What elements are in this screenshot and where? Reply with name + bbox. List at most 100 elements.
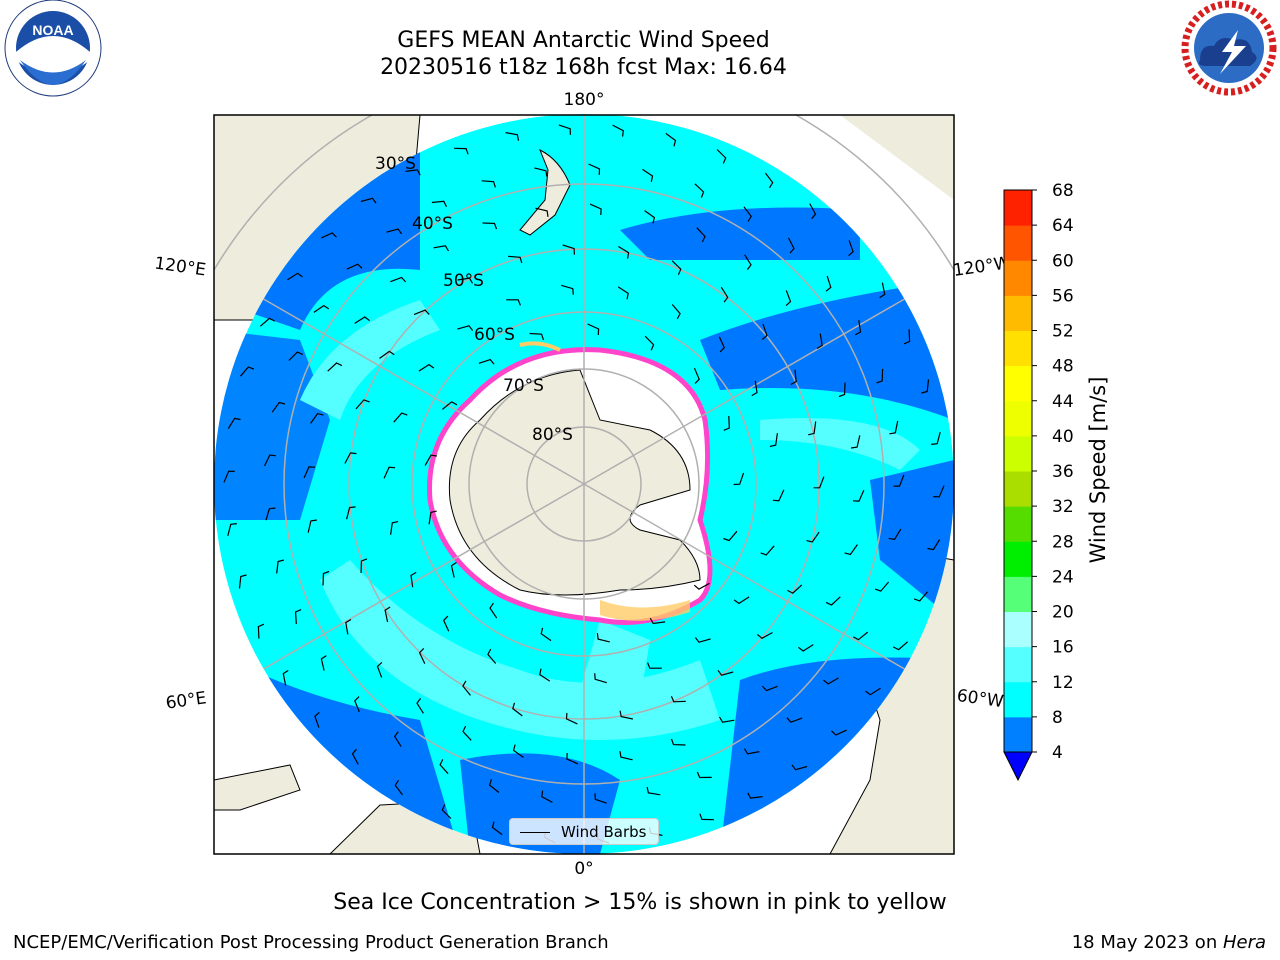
colorbar-tick-label: 24 [1052,567,1074,587]
wind-barb [439,759,449,775]
wind-barb [594,673,607,684]
wind-barb [743,748,760,755]
lat-label-70s: 70°S [503,376,544,396]
colorbar: 68 64 60 56 52 48 44 40 36 32 28 24 20 16 12 8 4 [1003,181,1074,782]
wind-barb [696,227,706,243]
wind-barb [765,172,774,189]
wind-barb [481,180,496,188]
wind-barb [379,350,395,359]
wind-barb [508,255,523,264]
colorbar-tick-label: 12 [1052,673,1074,693]
colorbar-segment [1004,330,1032,367]
noaa-logo: NOAA [4,0,102,97]
wind-barb [848,240,854,257]
wind-barb [743,206,752,222]
wind-barb [876,368,884,384]
wind-barb [617,286,629,300]
colorbar-tick-label: 16 [1052,638,1074,658]
lat-label-30s: 30°S [375,154,416,174]
wind-barb [618,245,630,259]
lon-label-120e: 120°E [153,254,207,281]
wind-barb [642,168,654,183]
wind-barb [282,669,289,686]
wind-barb [699,813,714,821]
wind-barb [694,637,711,643]
wind-barb [454,147,469,155]
lon-label-120w: 120°W [952,253,1012,281]
wind-barb [718,716,735,723]
wind-barb [772,489,785,502]
wind-barb [671,260,682,275]
lat-label-40s: 40°S [412,214,453,234]
wind-barb [596,633,610,643]
wind-barb [809,203,817,220]
wind-barb [892,641,908,651]
wind-barb [482,222,498,230]
wind-barb [390,276,407,283]
wind-barb [825,275,832,292]
wind-barb [723,530,738,542]
wind-barb [534,167,548,177]
wind-barb [733,472,745,486]
wind-barb [314,711,320,728]
colorbar-extend-arrow [1003,751,1033,782]
colorbar-tick-label: 32 [1052,497,1074,517]
lon-label-0: 0° [574,859,593,879]
wind-barb [321,232,337,239]
wind-barb [294,609,302,625]
wind-barb [670,696,686,703]
wind-barb [761,323,768,340]
wind-barb [813,476,825,489]
wind-barb [488,779,500,793]
colorbar-segment [1004,260,1032,296]
wind-barb [354,696,360,713]
wind-barb [320,655,327,671]
wind-barb [223,470,235,483]
wind-barb [790,369,797,385]
sea-ice-note: Sea Ice Concentration > 15% is shown in … [333,890,947,915]
wind-barb [303,466,316,479]
wind-barb [670,738,686,746]
colorbar-segment [1004,681,1032,718]
wind-barb [786,717,803,723]
colorbar-segment [1004,365,1032,402]
wind-barb [505,132,520,141]
wind-barb [693,367,700,384]
colorbar-tick-label: 40 [1052,427,1074,447]
wind-barb [927,539,941,551]
colorbar-tick-label: 36 [1052,462,1074,482]
wind-barb [327,362,343,372]
colorbar-segment [1004,435,1032,472]
wind-barb [733,596,750,605]
wind-barb [787,584,803,594]
wind-barb [346,506,356,520]
wind-barb [619,710,634,720]
colorbar-segment [1004,471,1032,507]
colorbar-tick-label: 20 [1052,603,1074,623]
wind-barb [696,771,712,779]
chart-subtitle: 20230516 t18z 168h fcst Max: 16.64 [380,55,787,80]
wind-barb [889,420,899,435]
lon-label-60e: 60°E [165,688,208,713]
wind-barb [852,489,865,502]
wind-barb [431,200,448,207]
wind-barb [865,687,881,696]
nws-logo [1181,0,1277,96]
wind-barb [276,559,285,574]
wind-barb [720,286,729,303]
wind-barb [540,627,552,642]
wind-barb [260,317,276,327]
wind-barb [351,748,359,765]
wind-barb [671,304,681,320]
wind-barb [838,382,846,398]
wind-barb [506,299,521,306]
wind-barb [644,335,655,351]
wind-barb [589,203,602,216]
wind-barb [541,790,553,803]
wind-barb [888,528,902,541]
wind-barb [390,521,399,535]
wind-barb [808,421,817,436]
wind-barb [478,358,495,365]
colorbar-segment [1004,611,1032,648]
colorbar-segment [1004,576,1032,612]
